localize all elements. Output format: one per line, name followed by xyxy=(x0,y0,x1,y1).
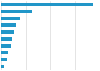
Bar xyxy=(1,65,4,68)
Bar xyxy=(1,10,32,13)
Bar xyxy=(1,24,16,27)
Bar xyxy=(1,51,8,54)
Bar xyxy=(1,44,11,47)
Bar xyxy=(1,58,7,61)
Bar xyxy=(1,37,12,41)
Bar xyxy=(1,30,14,34)
Bar xyxy=(1,3,93,6)
Bar xyxy=(1,17,20,20)
